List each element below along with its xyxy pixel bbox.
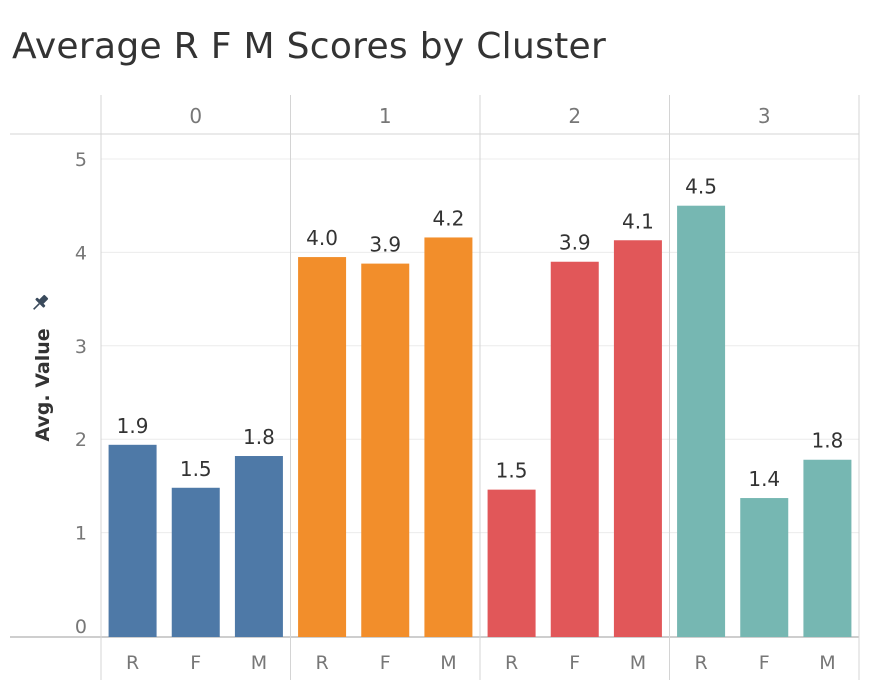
data-label: 1.9 [117, 414, 149, 438]
bar [298, 257, 347, 637]
x-tick-label: F [569, 652, 580, 674]
cluster-header-label: 2 [568, 104, 581, 128]
bar [487, 489, 536, 637]
bar [234, 456, 283, 637]
data-label: 1.4 [748, 467, 780, 491]
x-tick-label: R [694, 652, 707, 674]
x-tick-label: R [315, 652, 328, 674]
chart-title: Average R F M Scores by Cluster [12, 26, 607, 67]
x-tick-label: M [440, 652, 456, 674]
pin-icon[interactable] [29, 292, 51, 314]
bar [803, 459, 852, 637]
x-tick-label: F [759, 652, 770, 674]
cluster-header-label: 1 [379, 104, 392, 128]
y-tick-label: 1 [75, 523, 87, 545]
data-label: 3.9 [369, 233, 401, 257]
cluster-header-label: 3 [758, 104, 771, 128]
y-tick-label: 3 [75, 336, 87, 358]
y-tick-label: 0 [75, 616, 87, 638]
cluster-header-label: 0 [189, 104, 202, 128]
x-tick-label: F [380, 652, 391, 674]
x-tick-label: M [630, 652, 646, 674]
x-tick-label: R [505, 652, 518, 674]
data-label: 3.9 [559, 231, 591, 255]
x-tick-label: M [251, 652, 267, 674]
data-label: 4.0 [306, 226, 338, 250]
bar [740, 498, 789, 637]
data-label: 4.1 [622, 209, 654, 233]
y-tick-label: 4 [75, 242, 87, 264]
bar [108, 444, 157, 637]
x-tick-label: M [819, 652, 835, 674]
data-label: 1.5 [180, 457, 212, 481]
data-label: 1.8 [243, 425, 275, 449]
bar [361, 263, 410, 637]
y-axis-title: Avg. Value [32, 328, 54, 441]
x-tick-label: F [190, 652, 201, 674]
data-label: 4.2 [433, 206, 465, 230]
bar [613, 240, 662, 637]
data-label: 4.5 [685, 175, 717, 199]
bar [171, 487, 220, 637]
data-label: 1.5 [496, 459, 528, 483]
bar [550, 261, 599, 637]
x-tick-label: R [126, 652, 139, 674]
data-label: 1.8 [812, 429, 844, 453]
bar [424, 237, 473, 637]
bar [677, 205, 726, 637]
y-tick-label: 2 [75, 429, 87, 451]
y-tick-label: 5 [75, 149, 87, 171]
